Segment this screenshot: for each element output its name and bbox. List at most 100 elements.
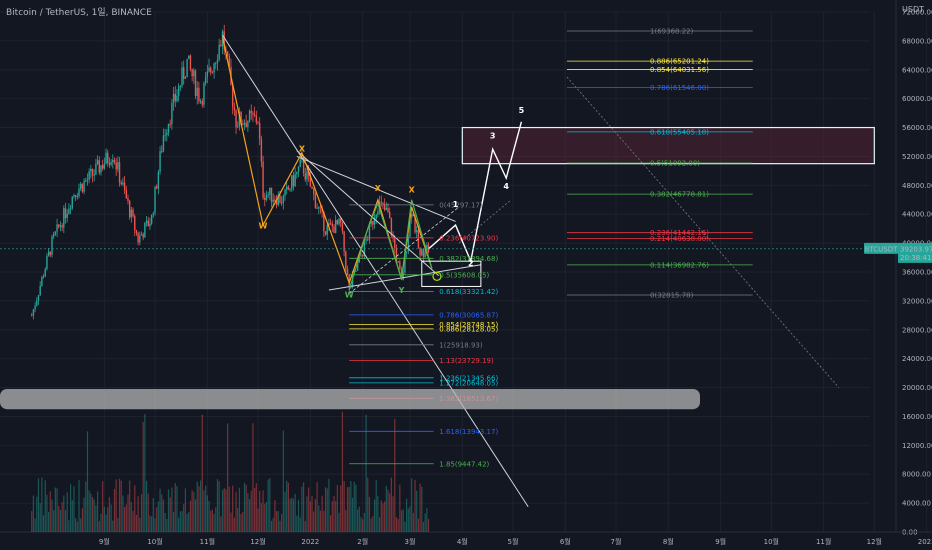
- wave-label: 3: [490, 131, 496, 140]
- candle-body: [284, 189, 286, 197]
- volume-bar: [188, 511, 190, 532]
- candle-body: [100, 165, 102, 173]
- candle-body: [404, 252, 406, 273]
- volume-bar: [237, 508, 239, 532]
- volume-bar: [69, 484, 72, 532]
- symbol-badge: BTCUSDT: [865, 245, 899, 253]
- volume-bar: [83, 497, 85, 532]
- volume-bar: [85, 481, 87, 532]
- fib-target-label: 0.214(40638.00): [650, 235, 709, 243]
- candle-body: [370, 220, 372, 224]
- volume-bar: [397, 519, 399, 532]
- volume-bar: [147, 493, 149, 532]
- candle-body: [324, 231, 327, 235]
- volume-bar: [191, 490, 193, 532]
- volume-bar: [304, 521, 306, 532]
- volume-bar: [53, 510, 55, 532]
- wave-label: Y: [398, 286, 405, 295]
- volume-bar: [167, 489, 170, 532]
- price-tick-label: 28000.00: [902, 326, 932, 334]
- candle-body: [309, 176, 312, 187]
- candle-body: [149, 223, 151, 227]
- time-tick-label: 6월: [560, 537, 571, 546]
- candle-body: [356, 262, 359, 271]
- volume-bar: [392, 496, 394, 532]
- volume-bar: [267, 479, 269, 532]
- candle-body: [419, 247, 421, 256]
- volume-bar: [210, 510, 212, 532]
- volume-bar: [279, 520, 281, 532]
- candle-body: [311, 186, 313, 189]
- candle-body: [253, 114, 256, 116]
- volume-bar: [211, 509, 214, 532]
- candle-body: [269, 187, 271, 195]
- candle-body: [108, 162, 111, 165]
- time-tick-label: 10월: [764, 537, 779, 546]
- candle-body: [373, 218, 376, 225]
- volume-bar: [336, 485, 338, 532]
- volume-bar: [49, 491, 51, 532]
- volume-bar: [395, 517, 398, 532]
- volume-bar: [421, 486, 423, 532]
- price-tick-label: 72000.00: [902, 9, 932, 17]
- fib-target-label: 0.114(36982.76): [650, 261, 709, 269]
- candle-body: [167, 123, 170, 133]
- candle-body: [338, 218, 340, 225]
- fib-current-label: 0.854(28748.15): [439, 321, 498, 329]
- candle-body: [154, 186, 156, 214]
- candle-body: [306, 171, 308, 180]
- fib-current-label: 1.13(23729.19): [439, 357, 494, 365]
- candle-body: [297, 166, 300, 172]
- volume-bar: [90, 493, 92, 532]
- candle-body: [105, 152, 107, 164]
- volume-bar: [422, 521, 425, 532]
- wave-label: W: [345, 290, 354, 299]
- volume-bar: [125, 504, 127, 532]
- candle-body: [112, 159, 114, 163]
- candle-body: [372, 220, 374, 225]
- candle-body: [255, 115, 258, 123]
- candle-body: [250, 110, 252, 114]
- volume-bar: [286, 480, 288, 532]
- candle-body: [61, 225, 63, 228]
- candle-body: [346, 268, 349, 275]
- candle-body: [208, 67, 210, 72]
- candle-body: [277, 195, 279, 205]
- candle-body: [390, 218, 393, 236]
- volume-bar: [265, 501, 268, 532]
- candle-body: [115, 162, 117, 170]
- candle-body: [409, 217, 411, 237]
- volume-bar: [37, 478, 40, 532]
- wave-label: X: [409, 186, 416, 195]
- volume-bar: [58, 505, 60, 532]
- volume-bar: [145, 480, 148, 532]
- volume-bar: [362, 519, 364, 532]
- trendline-upper: [296, 155, 456, 222]
- volume-bar: [103, 506, 105, 532]
- volume-bar: [199, 480, 202, 532]
- candle-body: [68, 208, 70, 214]
- candle-body: [47, 251, 50, 256]
- candle-body: [361, 255, 364, 257]
- symbol-title: Bitcoin / TetherUS, 1일, BINANCE: [6, 8, 152, 18]
- candle-body: [247, 121, 249, 127]
- candle-body: [51, 236, 53, 255]
- wave-label: W: [259, 222, 268, 231]
- candle-body: [252, 113, 254, 115]
- trendline-downtrend: [222, 34, 529, 507]
- candle-body: [314, 193, 317, 208]
- volume-bar: [319, 510, 322, 532]
- current-price-badge: [898, 242, 932, 263]
- time-tick-label: 2월: [357, 537, 368, 546]
- candle-body: [387, 207, 389, 213]
- candle-body: [416, 230, 418, 233]
- volume-bar: [161, 494, 163, 532]
- candle-body: [95, 163, 97, 175]
- candle-body: [73, 195, 75, 197]
- candle-body: [348, 274, 350, 288]
- volume-bar: [363, 512, 365, 532]
- candle-body: [389, 212, 391, 219]
- volume-bar: [130, 502, 132, 532]
- volume-bar: [59, 509, 62, 532]
